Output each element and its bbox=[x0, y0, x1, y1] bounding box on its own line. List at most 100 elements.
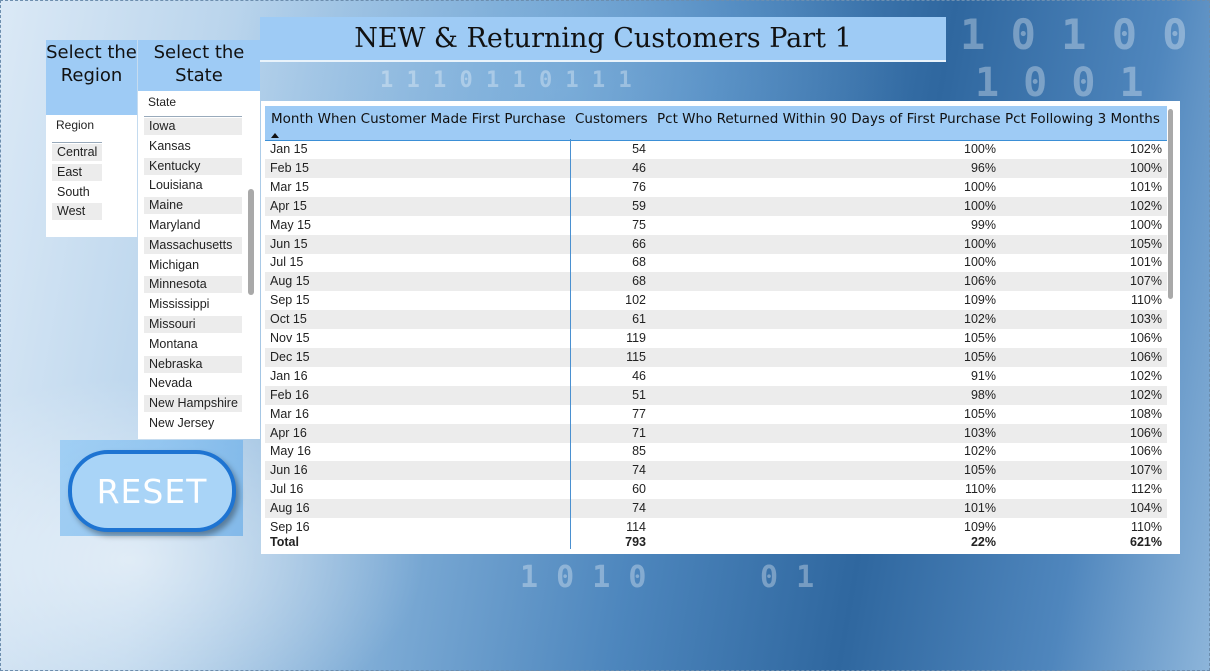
table-cell: 109% bbox=[964, 520, 996, 534]
table-cell: 101% bbox=[1130, 255, 1162, 270]
region-item-west[interactable]: West bbox=[52, 203, 102, 220]
table-row: Jul 15 68 100% 101% bbox=[265, 253, 1167, 272]
table-cell: 100% bbox=[964, 198, 996, 213]
table-cell: 106% bbox=[1130, 349, 1162, 364]
table-row: Mar 16 77 105% 108% bbox=[265, 405, 1167, 424]
state-item[interactable]: New Jersey bbox=[144, 415, 242, 432]
table-cell: 54 bbox=[632, 142, 646, 156]
state-scrollbar[interactable] bbox=[248, 189, 254, 295]
background-digits: 1 1 1 0 1 1 0 1 1 1 bbox=[380, 68, 632, 93]
column-header-customers[interactable]: Customers bbox=[575, 111, 648, 127]
table-cell: 106% bbox=[1130, 331, 1162, 345]
table-row: Feb 15 46 96% 100% bbox=[265, 158, 1167, 178]
table-cell: 77 bbox=[632, 406, 646, 421]
state-item[interactable]: New Hampshire bbox=[144, 395, 242, 413]
table-cell: 99% bbox=[970, 217, 996, 232]
region-item-east[interactable]: East bbox=[52, 164, 102, 181]
table-cell: 100% bbox=[1130, 160, 1162, 175]
table-cell: 103% bbox=[1130, 312, 1162, 327]
table-cell: 101% bbox=[1130, 179, 1162, 194]
table-row: May 15 75 99% 100% bbox=[265, 216, 1167, 235]
state-item[interactable]: Maine bbox=[144, 197, 242, 215]
column-header-month[interactable]: Month When Customer Made First Purchase bbox=[271, 111, 566, 127]
table-row: Feb 16 51 98% 102% bbox=[265, 385, 1167, 405]
table-cell: 110% bbox=[1130, 520, 1162, 534]
table-row: Jan 15 54 100% 102% bbox=[265, 140, 1167, 159]
column-header-pct-following-3-months[interactable]: Pct Following 3 Months bbox=[1005, 111, 1160, 127]
table-total-cell: 22% bbox=[970, 534, 996, 549]
reset-button[interactable]: RESET bbox=[68, 450, 236, 532]
state-item[interactable]: Kentucky bbox=[144, 157, 242, 175]
table-cell: 110% bbox=[1130, 293, 1162, 308]
table-cell: 107% bbox=[1130, 463, 1162, 478]
table-cell: 51 bbox=[632, 387, 646, 402]
table-cell: Feb 15 bbox=[270, 160, 309, 175]
state-item[interactable]: Louisiana bbox=[144, 177, 242, 195]
table-cell: Aug 15 bbox=[270, 274, 310, 289]
sort-ascending-icon bbox=[271, 133, 279, 138]
table-total-cell: 621% bbox=[1130, 534, 1162, 549]
table-total-cell: 793 bbox=[625, 534, 646, 549]
table-cell: 112% bbox=[1130, 482, 1162, 497]
table-row: May 16 85 102% 106% bbox=[265, 442, 1167, 461]
table-cell: 110% bbox=[964, 482, 996, 497]
table-row: Sep 15 102 109% 110% bbox=[265, 291, 1167, 310]
column-header-pct-returned-90-days[interactable]: Pct Who Returned Within 90 Days of First… bbox=[657, 111, 1001, 127]
state-item[interactable]: Michigan bbox=[144, 256, 242, 274]
state-item[interactable]: Mississippi bbox=[144, 296, 242, 314]
state-item[interactable]: Maryland bbox=[144, 217, 242, 234]
state-divider bbox=[144, 116, 242, 117]
state-slicer: State Iowa Kansas Kentucky Louisiana Maine Ma… bbox=[138, 91, 260, 439]
region-item-central[interactable]: Central bbox=[52, 144, 102, 161]
state-item[interactable]: Nevada bbox=[144, 375, 242, 393]
state-item[interactable]: Minnesota bbox=[144, 276, 242, 294]
table-cell: 46 bbox=[632, 160, 646, 175]
state-item[interactable]: Kansas bbox=[144, 137, 242, 155]
region-divider bbox=[52, 142, 102, 143]
table-cell: 102% bbox=[1130, 387, 1162, 402]
state-item[interactable]: Massachusetts bbox=[144, 236, 242, 254]
background-digits: 1 0 1 0 0 bbox=[960, 10, 1188, 59]
state-item[interactable]: Missouri bbox=[144, 316, 242, 333]
table-cell: 119 bbox=[626, 331, 646, 345]
table-row: Jun 16 74 105% 107% bbox=[265, 461, 1167, 481]
table-cell: Mar 16 bbox=[270, 406, 309, 421]
table-cell: May 15 bbox=[270, 217, 311, 232]
table-cell: 96% bbox=[970, 160, 996, 175]
state-item[interactable]: Nebraska bbox=[144, 355, 242, 373]
table-cell: 74 bbox=[632, 463, 646, 478]
table-cell: 66 bbox=[632, 236, 646, 251]
state-item[interactable]: Iowa bbox=[144, 118, 242, 135]
table-cell: Jan 15 bbox=[270, 142, 308, 156]
table-cell: Aug 16 bbox=[270, 501, 310, 516]
table-cell: 74 bbox=[632, 501, 646, 516]
table-cell: 98% bbox=[970, 387, 996, 402]
region-slicer-heading: Select the Region bbox=[46, 40, 137, 115]
state-item[interactable]: Montana bbox=[144, 335, 242, 353]
table-cell: Jul 15 bbox=[270, 255, 304, 270]
table-cell: 105% bbox=[1130, 236, 1162, 251]
background-digits: 1 0 0 1 bbox=[975, 60, 1144, 106]
table-cell: Nov 15 bbox=[270, 331, 310, 345]
background-digits: 0 1 bbox=[760, 560, 815, 595]
table-cell: 103% bbox=[964, 425, 996, 440]
table-cell: Jul 16 bbox=[270, 482, 304, 497]
table-cell: 108% bbox=[1130, 406, 1162, 421]
table-cell: 100% bbox=[964, 236, 996, 251]
column-divider bbox=[570, 139, 571, 549]
table-row: Nov 15 119 105% 106% bbox=[265, 329, 1167, 348]
region-item-south[interactable]: South bbox=[52, 184, 102, 201]
table-row: Aug 16 74 101% 104% bbox=[265, 499, 1167, 519]
state-field-label: State bbox=[148, 95, 177, 109]
table-cell: 105% bbox=[964, 331, 996, 345]
table-cell: 85 bbox=[632, 444, 646, 459]
table-cell: 102% bbox=[964, 312, 996, 327]
table-cell: 102% bbox=[1130, 142, 1162, 156]
table-cell: 91% bbox=[970, 368, 996, 383]
reset-panel: RESET bbox=[60, 440, 243, 536]
table-cell: 109% bbox=[964, 293, 996, 308]
table-cell: 102% bbox=[964, 444, 996, 459]
table-cell: 104% bbox=[1130, 501, 1162, 516]
table-scrollbar[interactable] bbox=[1168, 109, 1173, 299]
table-cell: Dec 15 bbox=[270, 349, 310, 364]
